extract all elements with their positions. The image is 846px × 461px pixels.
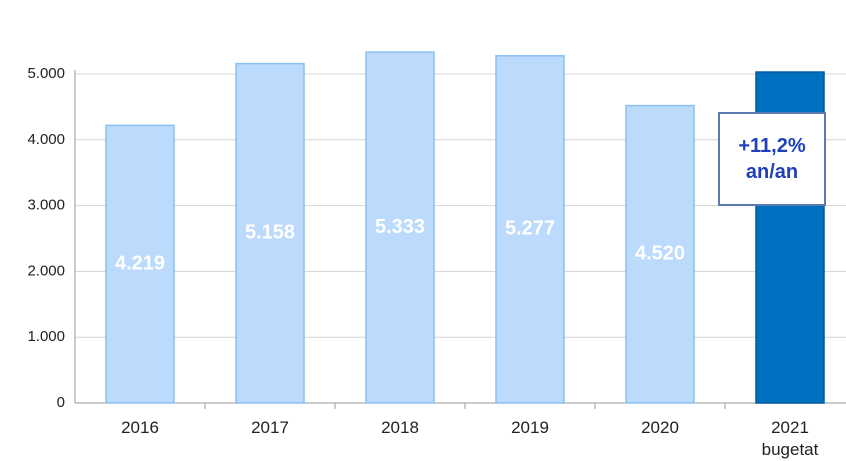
- y-tick-label: 2.000: [27, 262, 65, 279]
- x-tick-label: 2017: [251, 418, 289, 437]
- value-label: 4.520: [635, 243, 685, 265]
- value-label: 5.333: [375, 216, 425, 238]
- x-tick-label: 2018: [381, 418, 419, 437]
- bar: [365, 51, 435, 404]
- x-tick-label: 2019: [511, 418, 549, 437]
- x-tick-label: 2016: [121, 418, 159, 437]
- value-label: 5.158: [245, 222, 295, 244]
- annotation: +11,2% an/an: [718, 112, 826, 206]
- y-tick-label: 3.000: [27, 197, 65, 214]
- x-tick-label: 2021 bugetat: [761, 418, 819, 459]
- y-tick-label: 4.000: [27, 131, 65, 148]
- value-label: 5.277: [505, 218, 555, 240]
- bar: [625, 104, 695, 404]
- x-tick-label: 2020: [641, 418, 679, 437]
- y-tick-label: 0: [57, 394, 65, 411]
- y-tick-label: 5.000: [27, 65, 65, 82]
- bar: [235, 62, 305, 404]
- bar: [105, 124, 175, 404]
- value-label: 4.219: [115, 252, 165, 274]
- y-tick-label: 1.000: [27, 328, 65, 345]
- bar: [495, 55, 565, 404]
